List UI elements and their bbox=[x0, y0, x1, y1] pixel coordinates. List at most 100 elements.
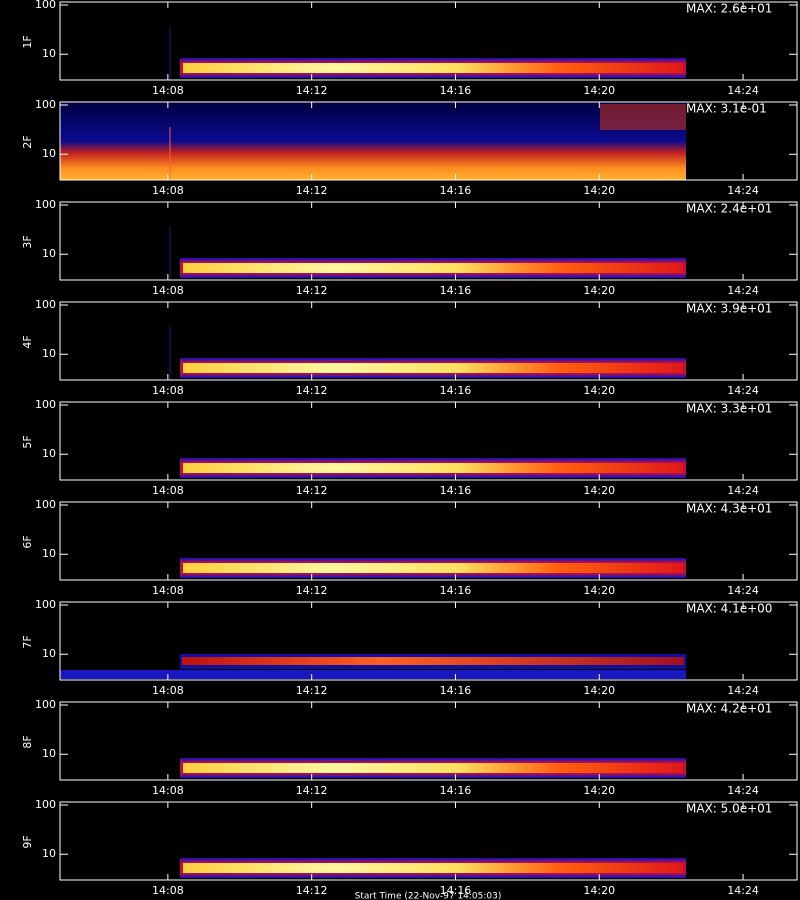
plot-frame bbox=[59, 201, 798, 281]
x-tick-label: 14:24 bbox=[727, 884, 759, 897]
x-tick-label: 14:12 bbox=[296, 784, 328, 797]
x-tick-label: 14:16 bbox=[440, 884, 472, 897]
plot-frame bbox=[59, 1, 798, 81]
x-tick-label: 14:20 bbox=[583, 384, 615, 397]
annotation: MAX: 2.6e+01 bbox=[686, 2, 772, 16]
x-tick-label: 14:20 bbox=[583, 284, 615, 297]
y-tick-label: 10 bbox=[42, 147, 56, 160]
y-axis-label: 7F bbox=[21, 635, 34, 648]
plot-frame bbox=[59, 701, 798, 781]
panel: 10 100 14:08 14:12 14:16 14:20 14:24 6F MAX: 4.3… bbox=[21, 498, 798, 597]
plot-frame bbox=[59, 801, 798, 881]
y-tick-label: 100 bbox=[35, 498, 56, 511]
x-axis-label: Start Time (22-Nov-97 14:05:03) bbox=[355, 892, 502, 900]
x-tick-label: 14:16 bbox=[440, 684, 472, 697]
x-tick-label: 14:24 bbox=[727, 284, 759, 297]
spectrogram-core bbox=[183, 763, 683, 773]
y-tick-label: 100 bbox=[35, 0, 56, 11]
spectrogram-core bbox=[183, 363, 683, 373]
x-tick-label: 14:08 bbox=[152, 384, 184, 397]
x-tick-label: 14:24 bbox=[727, 384, 759, 397]
x-tick-label: 14:20 bbox=[583, 784, 615, 797]
x-tick-label: 14:16 bbox=[440, 784, 472, 797]
panel: 10 100 14:08 14:12 14:16 14:20 14:24 3F MAX: 2.4… bbox=[21, 198, 798, 297]
x-tick-label: 14:24 bbox=[727, 484, 759, 497]
y-tick-label: 10 bbox=[42, 347, 56, 360]
panel: 10 100 14:08 14:12 14:16 14:20 14:24 4F MAX: 3.9… bbox=[21, 298, 798, 397]
y-axis-label: 5F bbox=[21, 435, 34, 448]
x-tick-label: 14:12 bbox=[296, 584, 328, 597]
x-tick-label: 14:08 bbox=[152, 284, 184, 297]
spectrogram-hot bbox=[600, 104, 686, 130]
x-tick-label: 14:20 bbox=[583, 884, 615, 897]
annotation: MAX: 5.0e+01 bbox=[686, 802, 772, 816]
spectrogram-core bbox=[183, 63, 683, 73]
x-tick-label: 14:08 bbox=[152, 184, 184, 197]
annotation: MAX: 3.3e+01 bbox=[686, 402, 772, 416]
spectrogram-core bbox=[182, 657, 684, 665]
plot-frame bbox=[59, 501, 798, 581]
x-tick-label: 14:20 bbox=[583, 84, 615, 97]
y-axis-label: 3F bbox=[21, 235, 34, 248]
annotation: MAX: 3.1e-01 bbox=[686, 102, 767, 116]
y-tick-label: 10 bbox=[42, 747, 56, 760]
x-tick-label: 14:12 bbox=[296, 184, 328, 197]
annotation: MAX: 4.1e+00 bbox=[686, 602, 772, 616]
x-tick-label: 14:12 bbox=[296, 384, 328, 397]
spectrogram-low bbox=[60, 670, 686, 679]
x-tick-label: 14:24 bbox=[727, 684, 759, 697]
x-tick-label: 14:24 bbox=[727, 84, 759, 97]
panel: 10 100 14:08 14:12 14:16 14:20 14:24 2F MAX: 3.1… bbox=[21, 98, 798, 197]
annotation: MAX: 4.2e+01 bbox=[686, 702, 772, 716]
x-tick-label: 14:12 bbox=[296, 84, 328, 97]
y-axis-label: 4F bbox=[21, 335, 34, 348]
y-tick-label: 10 bbox=[42, 647, 56, 660]
annotation: MAX: 3.9e+01 bbox=[686, 302, 772, 316]
x-tick-label: 14:16 bbox=[440, 84, 472, 97]
y-tick-label: 100 bbox=[35, 298, 56, 311]
panel: 10 100 14:08 14:12 14:16 14:20 14:24 9F MAX: 5.0… bbox=[21, 798, 798, 900]
plot-frame bbox=[59, 101, 798, 181]
x-tick-label: 14:16 bbox=[440, 384, 472, 397]
y-tick-label: 100 bbox=[35, 598, 56, 611]
x-tick-label: 14:16 bbox=[440, 284, 472, 297]
x-tick-label: 14:20 bbox=[583, 684, 615, 697]
x-tick-label: 14:12 bbox=[296, 884, 328, 897]
y-tick-label: 10 bbox=[42, 47, 56, 60]
y-axis-label: 8F bbox=[21, 735, 34, 748]
annotation: MAX: 2.4e+01 bbox=[686, 202, 772, 216]
plot-frame bbox=[59, 401, 798, 481]
x-tick-label: 14:16 bbox=[440, 584, 472, 597]
plot-frame bbox=[59, 601, 798, 681]
x-tick-label: 14:12 bbox=[296, 484, 328, 497]
x-tick-label: 14:24 bbox=[727, 184, 759, 197]
y-axis-label: 2F bbox=[21, 135, 34, 148]
x-tick-label: 14:08 bbox=[152, 484, 184, 497]
x-tick-label: 14:12 bbox=[296, 284, 328, 297]
spectrogram-core bbox=[183, 563, 683, 573]
y-axis-label: 1F bbox=[21, 35, 34, 48]
x-tick-label: 14:20 bbox=[583, 184, 615, 197]
y-tick-label: 100 bbox=[35, 398, 56, 411]
x-tick-label: 14:20 bbox=[583, 584, 615, 597]
panel: 10 100 14:08 14:12 14:16 14:20 14:24 7F MAX: 4.1… bbox=[21, 598, 798, 697]
y-axis-label: 6F bbox=[21, 535, 34, 548]
x-tick-label: 14:08 bbox=[152, 684, 184, 697]
x-tick-label: 14:20 bbox=[583, 484, 615, 497]
x-tick-label: 14:16 bbox=[440, 484, 472, 497]
y-tick-label: 10 bbox=[42, 547, 56, 560]
y-tick-label: 100 bbox=[35, 698, 56, 711]
x-tick-label: 14:24 bbox=[727, 784, 759, 797]
y-tick-label: 10 bbox=[42, 847, 56, 860]
annotation: MAX: 4.3e+01 bbox=[686, 502, 772, 516]
y-tick-label: 100 bbox=[35, 198, 56, 211]
x-tick-label: 14:24 bbox=[727, 584, 759, 597]
panel: 10 100 14:08 14:12 14:16 14:20 14:24 1F MAX: 2.6… bbox=[21, 0, 798, 97]
x-tick-label: 14:08 bbox=[152, 84, 184, 97]
y-axis-label: 9F bbox=[21, 835, 34, 848]
y-tick-label: 100 bbox=[35, 798, 56, 811]
panel: 10 100 14:08 14:12 14:16 14:20 14:24 8F MAX: 4.2… bbox=[21, 698, 798, 797]
plot-frame bbox=[59, 301, 798, 381]
x-tick-label: 14:12 bbox=[296, 684, 328, 697]
